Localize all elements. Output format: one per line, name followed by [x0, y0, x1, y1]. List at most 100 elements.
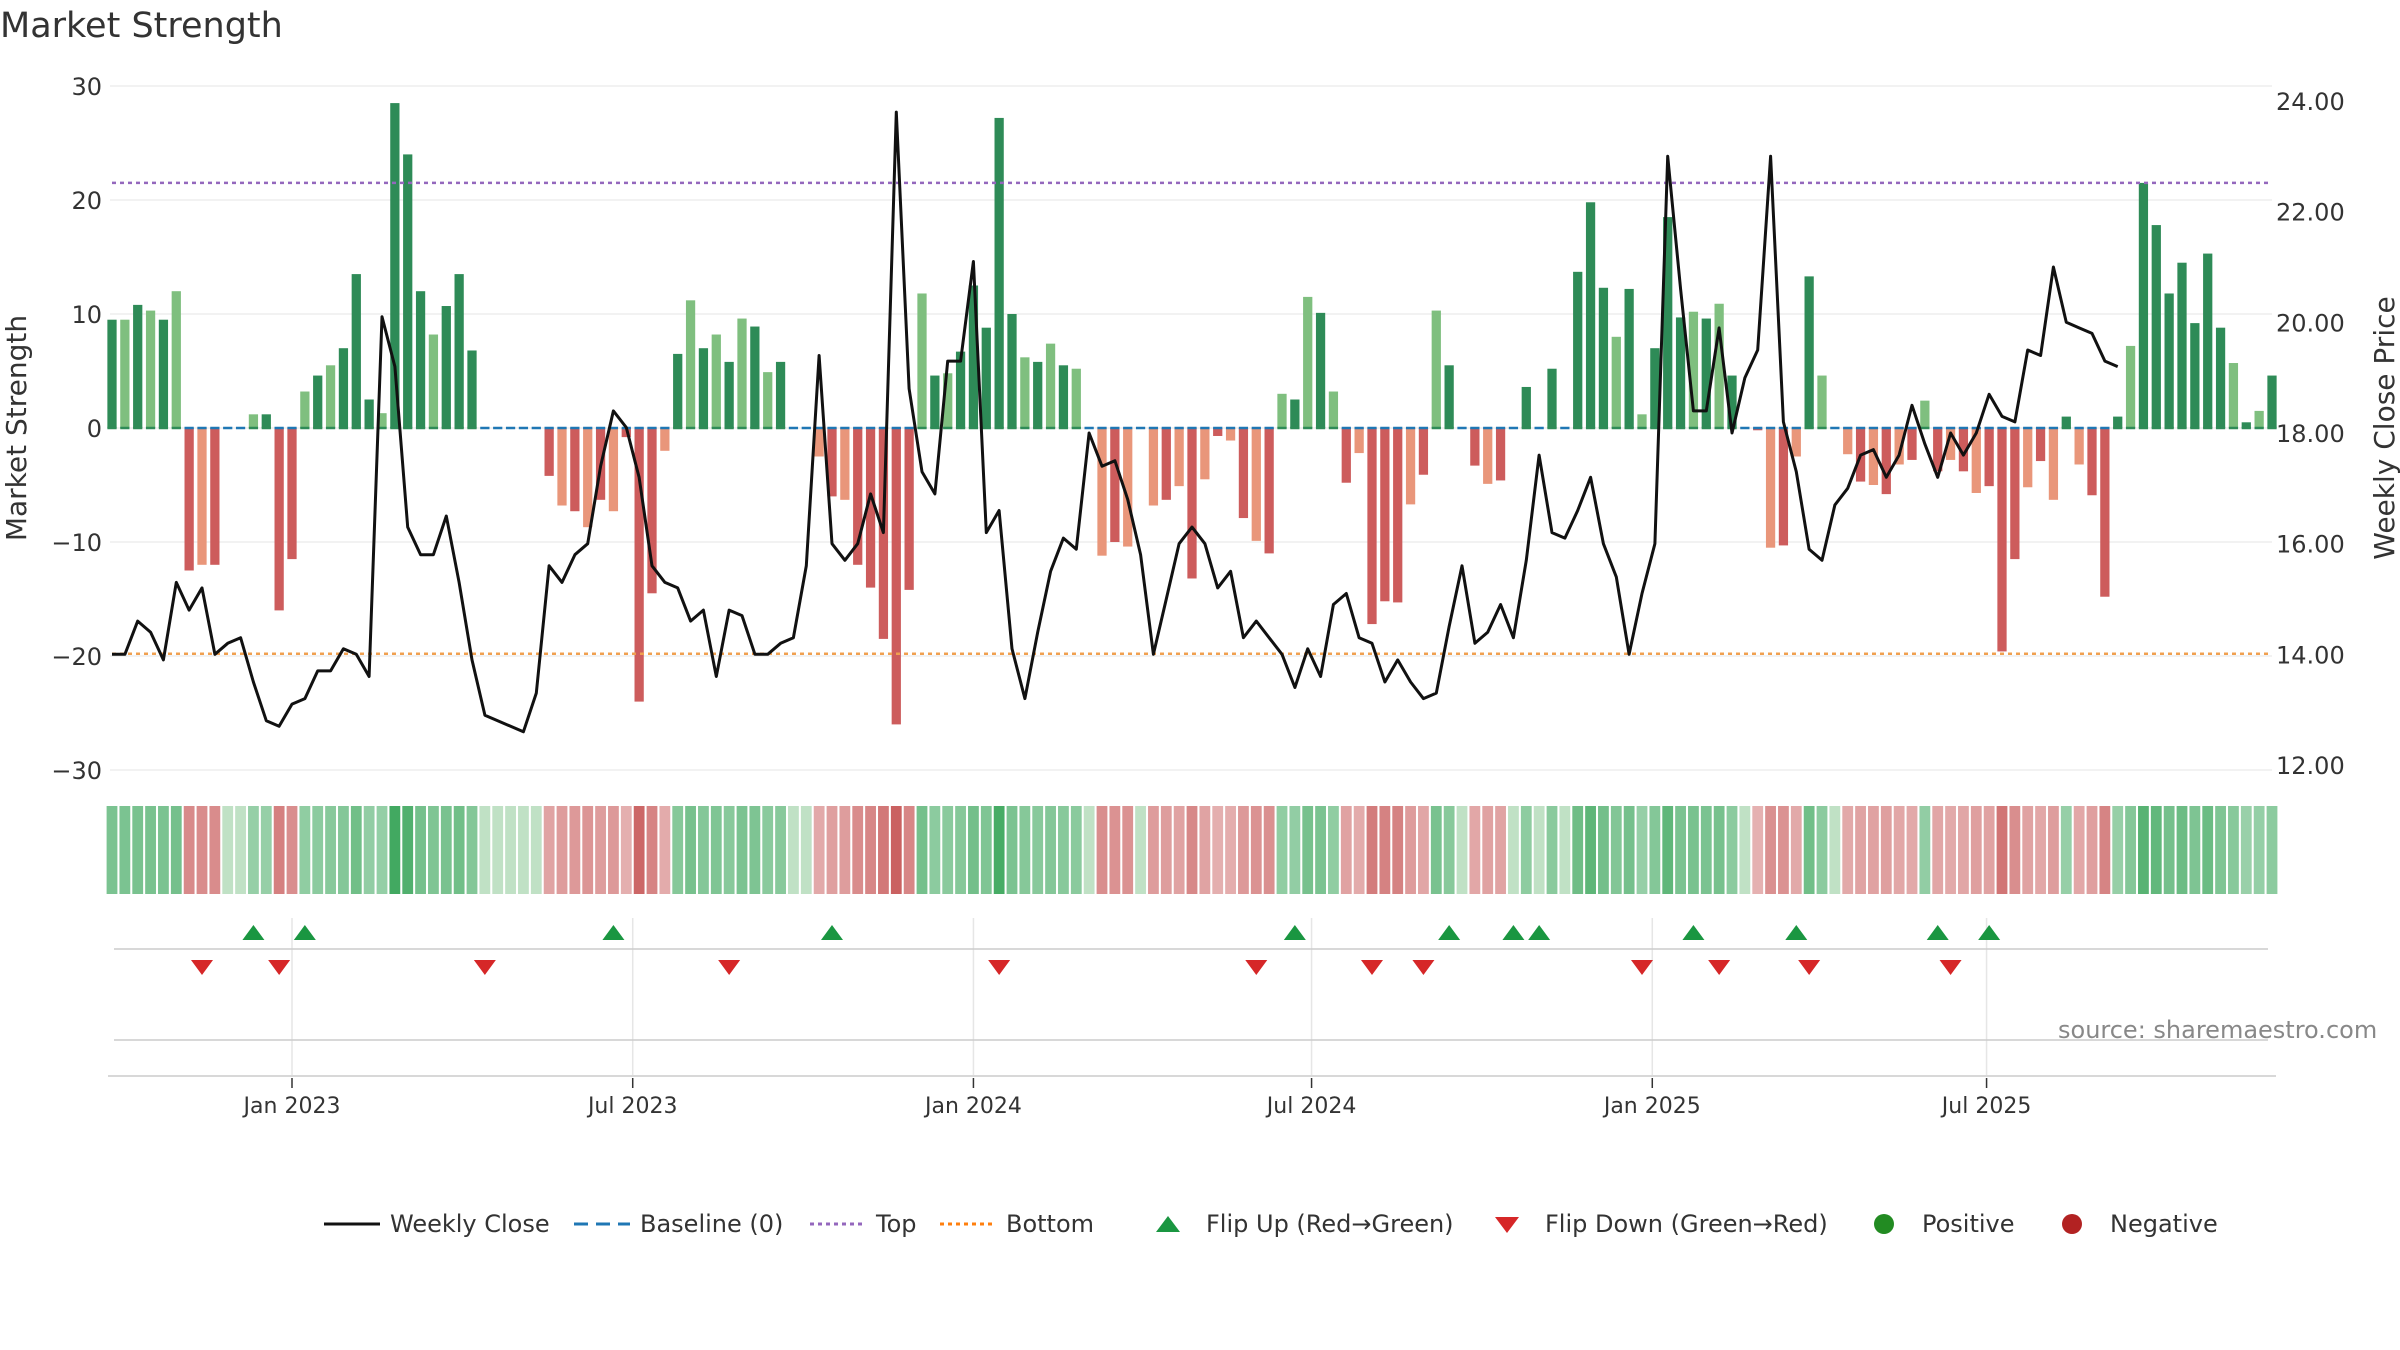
strength-bar: [2125, 345, 2136, 428]
heat-cell: [1508, 806, 1519, 894]
strength-bar: [724, 361, 734, 428]
heat-cell: [350, 806, 362, 894]
heat-cell: [518, 806, 529, 894]
flip-up-marker: [1926, 925, 1949, 940]
strength-bar: [1264, 428, 1274, 554]
heat-cell: [158, 806, 169, 894]
strength-bar: [865, 428, 876, 588]
heat-cell: [222, 806, 234, 894]
heat-cell: [248, 806, 259, 894]
strength-bar: [1315, 312, 1326, 428]
y-tick-label-right: 22.00: [2276, 199, 2345, 227]
heat-cell: [1803, 806, 1815, 894]
heat-cell: [2215, 806, 2226, 894]
strength-bar: [454, 274, 464, 428]
strength-bar: [840, 428, 850, 500]
flip-up-marker: [1682, 925, 1705, 940]
strength-bar: [2203, 253, 2213, 428]
flip-up-marker: [1978, 925, 2001, 940]
heat-cell: [1572, 806, 1584, 894]
strength-bar: [1688, 311, 1699, 428]
strength-bar: [904, 428, 914, 590]
strength-bar: [2164, 293, 2174, 428]
heat-cell: [286, 806, 298, 894]
strength-bar: [197, 428, 207, 565]
heat-cell: [530, 806, 542, 894]
legend-item: Top: [806, 1206, 917, 1242]
heat-cell: [749, 806, 761, 894]
heat-cell: [505, 806, 516, 894]
strength-bar: [1765, 428, 1776, 548]
strength-bar: [1598, 287, 1609, 428]
heat-cell: [608, 806, 619, 894]
heat-cell: [170, 806, 182, 894]
heat-cell: [1456, 806, 1468, 894]
heat-cell: [633, 806, 645, 894]
strength-bar: [2254, 410, 2264, 428]
heat-cell: [762, 806, 774, 894]
heat-cell: [1520, 806, 1532, 894]
strength-bar: [1984, 428, 1994, 487]
heat-cell: [1919, 806, 1931, 894]
weekly-close-line: [112, 110, 2119, 734]
solid-line-icon: [324, 1222, 380, 1226]
flip-down-marker: [988, 960, 1011, 975]
strength-bar: [1225, 428, 1236, 441]
strength-bar: [1161, 428, 1171, 500]
heat-cell: [363, 806, 375, 894]
heat-cell: [428, 806, 439, 894]
strength-bar: [1521, 386, 1531, 428]
heat-cell: [1610, 806, 1622, 894]
legend-item: Positive: [1852, 1206, 2015, 1242]
strength-bar: [1045, 343, 1056, 428]
heat-cell: [788, 806, 799, 894]
strength-bar: [1238, 428, 1249, 519]
strength-bar: [2048, 428, 2059, 500]
heat-cell: [325, 806, 336, 894]
heat-cell: [710, 806, 722, 894]
x-tick-label: Jul 2023: [586, 1094, 678, 1119]
heat-cell: [1533, 806, 1545, 894]
x-tick-label: Jan 2023: [242, 1094, 341, 1119]
strength-bar: [325, 365, 336, 428]
strength-bar: [711, 334, 721, 428]
heat-cell: [119, 806, 131, 894]
flip-up-marker: [242, 925, 265, 940]
heat-cell: [1250, 806, 1262, 894]
strength-bar: [1778, 428, 1789, 546]
strength-bar: [1637, 414, 1647, 428]
strength-bar: [1187, 428, 1197, 579]
heat-cell: [1829, 806, 1841, 894]
strength-bar: [1611, 336, 1621, 428]
strength-bar: [737, 318, 747, 428]
heat-cell: [1302, 806, 1314, 894]
y-axis-title-left: Market Strength: [0, 315, 33, 541]
strength-bar: [1817, 375, 1827, 428]
strength-bar: [853, 428, 863, 565]
dotted-line-icon: [940, 1222, 996, 1226]
strength-bar: [274, 428, 284, 611]
heat-cell: [145, 806, 156, 894]
heat-cell: [1559, 806, 1571, 894]
heat-cell: [1688, 806, 1699, 894]
triangle-up-icon: [1156, 1216, 1180, 1232]
strength-bar: [1585, 202, 1596, 428]
heat-cell: [1379, 806, 1391, 894]
y-tick-label-left: 20: [71, 187, 102, 215]
strength-bar: [1624, 288, 1634, 428]
heat-cell: [865, 806, 876, 894]
strength-bar: [1868, 428, 1879, 485]
strength-bar: [1007, 314, 1017, 428]
strength-bar: [1431, 310, 1441, 428]
strength-bar: [2074, 428, 2084, 465]
heat-cell: [2240, 806, 2252, 894]
strength-bar: [415, 291, 426, 428]
legend-item: Baseline (0): [570, 1206, 783, 1242]
strength-bar: [647, 428, 657, 594]
heat-cell: [1289, 806, 1301, 894]
strength-bar: [1033, 361, 1043, 428]
heat-cell: [1662, 806, 1674, 894]
legend-item: Negative: [2040, 1206, 2218, 1242]
heat-cell: [1983, 806, 1995, 894]
heat-cell: [132, 806, 144, 894]
